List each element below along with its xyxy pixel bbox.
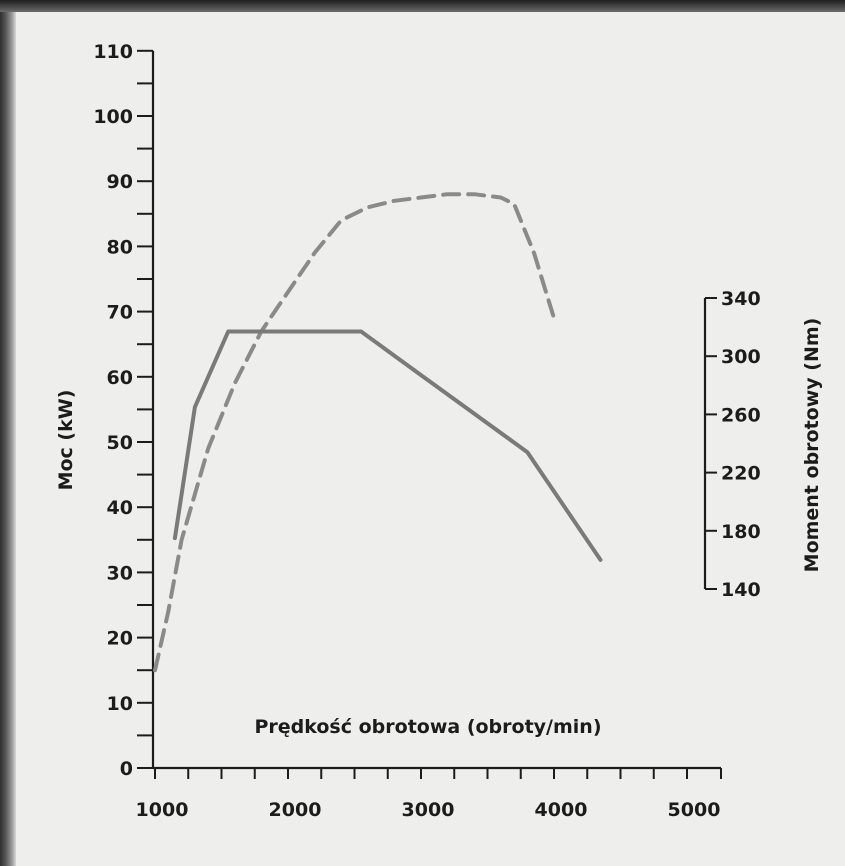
y2-tick-label: 260 xyxy=(721,404,761,426)
x-tick-label: 2000 xyxy=(269,799,322,821)
x-tick-label: 3000 xyxy=(402,799,455,821)
y2-tick-label: 300 xyxy=(721,346,761,368)
y-tick-label: 80 xyxy=(107,236,133,258)
y-tick-label: 70 xyxy=(107,302,133,324)
y-tick-label: 100 xyxy=(93,106,133,128)
x-tick-label: 4000 xyxy=(535,799,588,821)
y-tick-label: 0 xyxy=(120,758,133,780)
x-tick-label: 5000 xyxy=(668,799,721,821)
axes: 0 10 20 30 40 50 60 70 80 90 100 110 1000 2000 3000 400… xyxy=(93,41,760,821)
y-tick-label: 60 xyxy=(107,367,133,389)
y2-tick-label: 180 xyxy=(721,521,761,543)
y2-tick-label: 220 xyxy=(721,463,761,485)
y-tick-label: 20 xyxy=(107,628,133,650)
y-tick-label: 10 xyxy=(107,693,133,715)
y2-tick-label: 340 xyxy=(721,288,761,310)
y-tick-label: 50 xyxy=(107,432,133,454)
y2-tick-label: 140 xyxy=(721,579,761,601)
torque-curve xyxy=(172,329,603,562)
y-tick-label: 110 xyxy=(93,41,133,63)
power-curve xyxy=(153,192,556,673)
x-axis-title: Prędkość obrotowa (obroty/min) xyxy=(254,716,601,738)
x-tick-label: 1000 xyxy=(136,799,189,821)
y-axis-title: Moc (kW) xyxy=(55,390,77,491)
series-layer xyxy=(153,192,603,673)
y-tick-label: 90 xyxy=(107,171,133,193)
chart-panel xyxy=(16,12,845,866)
y-tick-label: 30 xyxy=(107,562,133,584)
top-edge xyxy=(0,0,845,12)
y2-axis-title: Moment obrotowy (Nm) xyxy=(801,318,823,573)
y-tick-label: 40 xyxy=(107,497,133,519)
